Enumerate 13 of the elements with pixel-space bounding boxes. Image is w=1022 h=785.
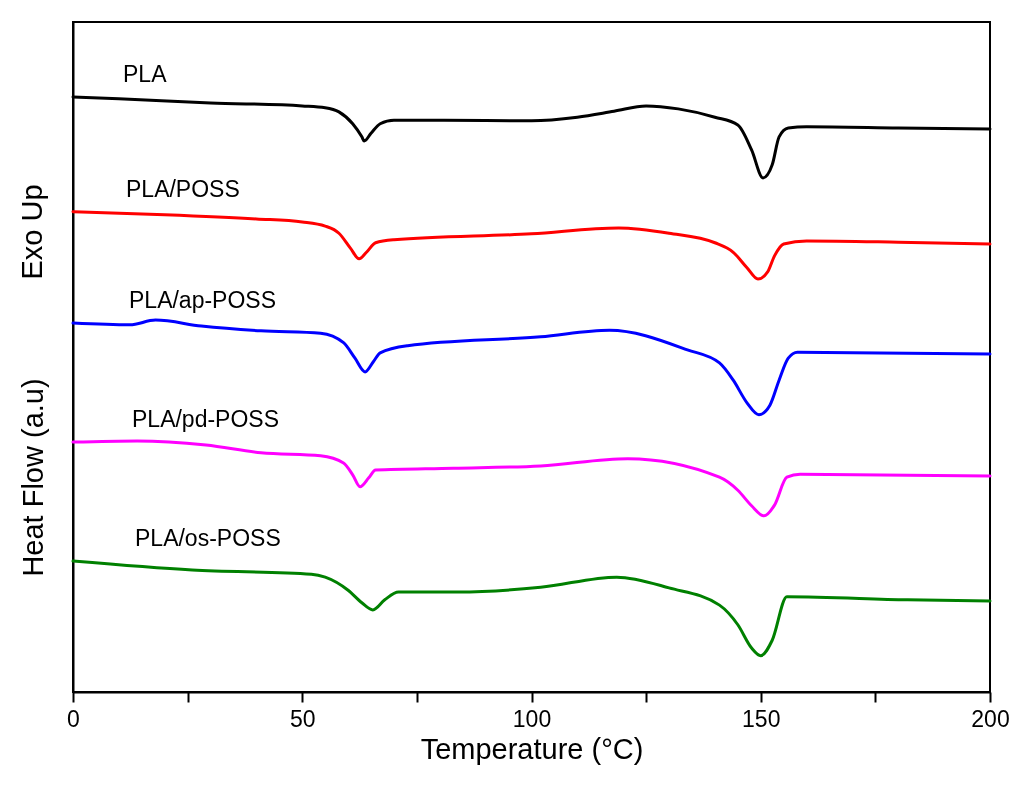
x-tick-label: 150 [742, 705, 781, 732]
series-label: PLA/POSS [126, 175, 240, 202]
x-tick-label: 50 [289, 705, 316, 732]
y-axis-title: Heat Flow (a.u) [16, 378, 49, 577]
x-axis-title: Temperature (°C) [420, 732, 644, 765]
text: Exo Up [16, 184, 48, 280]
x-tick-label: 100 [512, 705, 552, 732]
series-label: PLA [123, 60, 168, 87]
x-tick-label: 200 [971, 705, 1010, 732]
series-label: PLA/os-POSS [135, 525, 281, 552]
series-label: PLA/ap-POSS [129, 287, 277, 314]
series-label: PLA/pd-POSS [132, 406, 280, 433]
x-tick-label: 0 [67, 705, 80, 732]
